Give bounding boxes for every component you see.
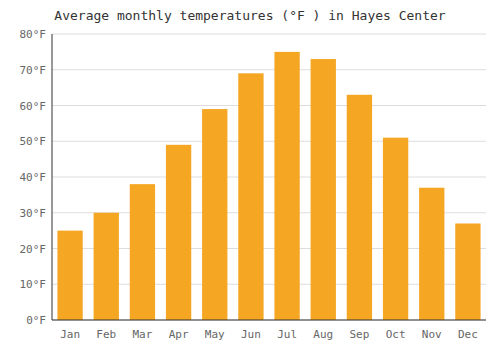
bar [383, 138, 408, 320]
x-tick-label: Mar [132, 328, 152, 341]
x-tick-label: May [205, 328, 225, 341]
x-tick-label: Sep [349, 328, 369, 341]
grid-line [52, 141, 486, 142]
x-tick-label: Jan [60, 328, 80, 341]
y-tick-label: 40°F [20, 171, 47, 184]
bar [419, 188, 444, 320]
y-tick-label: 80°F [20, 28, 47, 41]
x-tick-label: Nov [422, 328, 442, 341]
bar [347, 95, 372, 320]
y-axis-line [52, 34, 53, 320]
y-tick-label: 20°F [20, 243, 47, 256]
bar [166, 145, 191, 320]
x-tick-label: Jun [241, 328, 261, 341]
y-tick-label: 30°F [20, 207, 47, 220]
x-tick-label: Dec [458, 328, 478, 341]
y-tick-label: 70°F [20, 64, 47, 77]
bar [274, 52, 299, 320]
x-tick-label: Oct [386, 328, 406, 341]
bar [94, 213, 119, 320]
y-tick-label: 10°F [20, 278, 47, 291]
bar [311, 59, 336, 320]
x-tick-label: Feb [96, 328, 116, 341]
bars [57, 52, 480, 320]
y-grid [52, 34, 486, 320]
x-tick-label: Aug [313, 328, 333, 341]
x-axis-line [52, 320, 486, 321]
grid-line [52, 69, 486, 70]
grid-line [52, 177, 486, 178]
bar [455, 223, 480, 320]
bar [202, 109, 227, 320]
x-tick-label: Apr [169, 328, 189, 341]
y-tick-label: 0°F [26, 314, 46, 327]
grid-line [52, 320, 486, 321]
chart: Average monthly temperatures (°F ) in Ha… [0, 0, 500, 350]
bar [130, 184, 155, 320]
y-tick-label: 50°F [20, 135, 47, 148]
grid-line [52, 105, 486, 106]
y-tick-label: 60°F [20, 100, 47, 113]
grid-line [52, 34, 486, 35]
bar [57, 231, 82, 320]
title: Average monthly temperatures (°F ) in Ha… [54, 8, 446, 23]
bar [238, 73, 263, 320]
x-tick-label: Jul [277, 328, 297, 341]
